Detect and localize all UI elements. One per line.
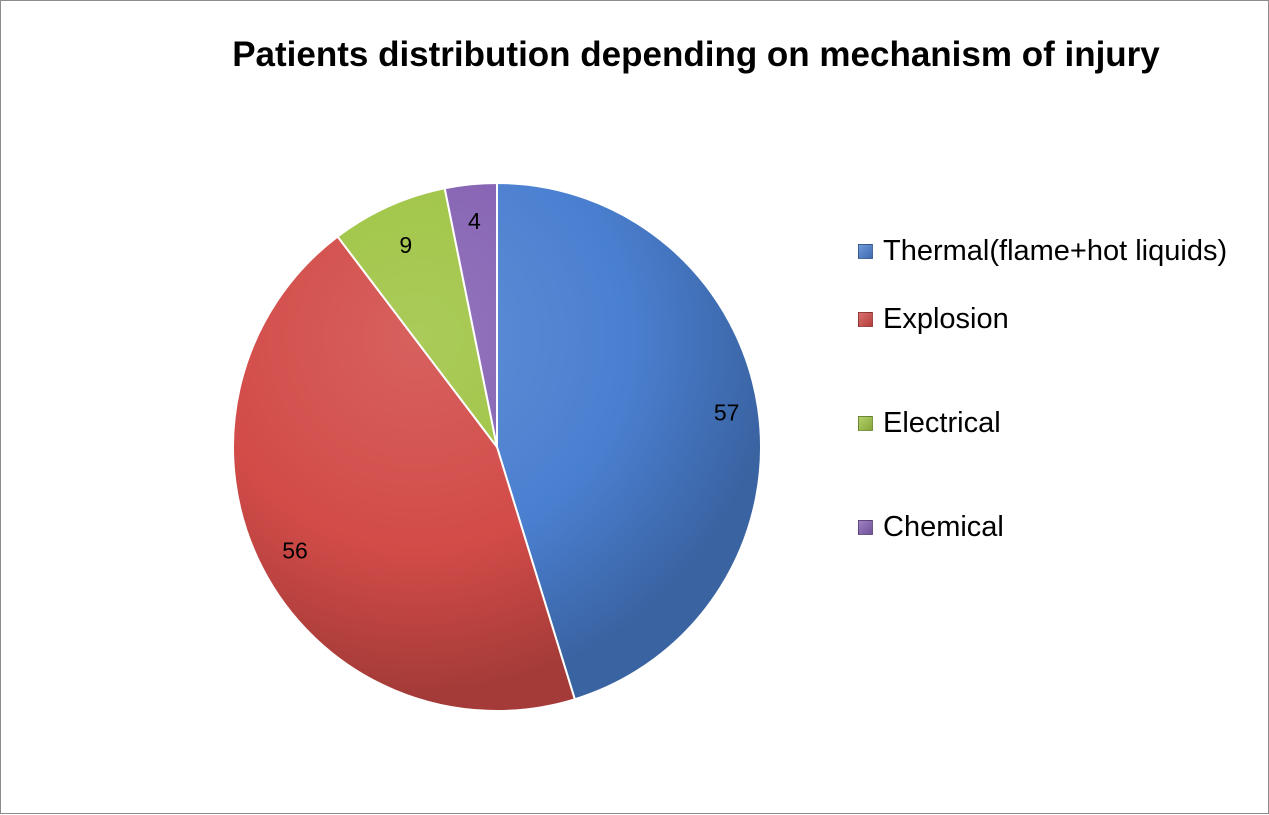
legend-item-electrical: Electrical xyxy=(853,405,1253,441)
data-label-chemical: 4 xyxy=(468,208,481,234)
pie-slice-explosion xyxy=(232,235,576,712)
pie-slice-thermal xyxy=(496,182,762,701)
legend-item-chemical: Chemical xyxy=(853,509,1253,545)
legend-swatch-electrical xyxy=(858,416,873,431)
legend-item-thermal: Thermal(flame+hot liquids) xyxy=(853,233,1253,269)
legend-label-electrical: Electrical xyxy=(883,407,1001,439)
legend-item-explosion: Explosion xyxy=(853,301,1253,337)
data-label-explosion: 56 xyxy=(282,538,308,564)
legend-swatch-thermal xyxy=(858,244,873,259)
legend-swatch-explosion xyxy=(858,312,873,327)
legend-label-explosion: Explosion xyxy=(883,303,1009,335)
data-label-electrical: 9 xyxy=(399,232,412,258)
data-label-thermal: 57 xyxy=(714,399,740,425)
pie-slice-chemical xyxy=(443,182,498,448)
legend-label-chemical: Chemical xyxy=(883,511,1004,543)
legend-label-thermal: Thermal(flame+hot liquids) xyxy=(883,235,1228,267)
legend-swatch-chemical xyxy=(858,520,873,535)
chart-title: Patients distribution depending on mecha… xyxy=(232,35,1160,74)
legend: Thermal(flame+hot liquids) Explosion Ele… xyxy=(853,233,1253,545)
